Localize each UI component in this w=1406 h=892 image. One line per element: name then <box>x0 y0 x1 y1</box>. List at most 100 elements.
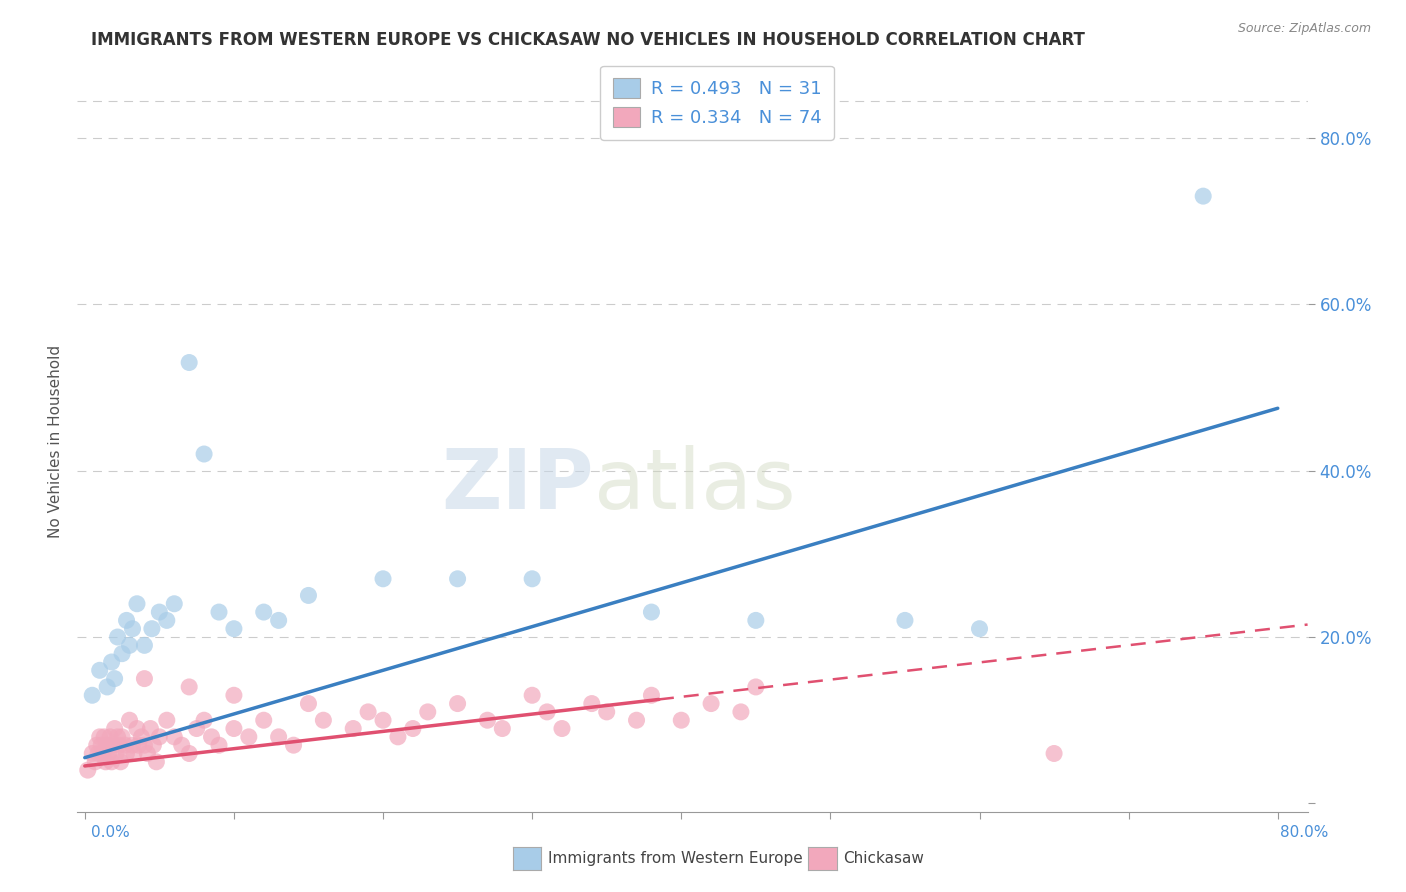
Point <box>387 730 409 744</box>
Point <box>139 722 162 736</box>
Point <box>110 755 132 769</box>
Point <box>134 738 156 752</box>
Text: 80.0%: 80.0% <box>1281 825 1329 840</box>
Legend: R = 0.493   N = 31, R = 0.334   N = 74: R = 0.493 N = 31, R = 0.334 N = 74 <box>600 66 834 140</box>
Point <box>193 713 215 727</box>
Point <box>491 722 513 736</box>
Text: Source: ZipAtlas.com: Source: ZipAtlas.com <box>1237 22 1371 36</box>
Point <box>536 705 558 719</box>
Point <box>283 738 305 752</box>
Point <box>520 688 543 702</box>
Point <box>179 747 201 761</box>
Point <box>118 713 141 727</box>
Text: Immigrants from Western Europe: Immigrants from Western Europe <box>548 852 803 866</box>
Point <box>312 713 335 727</box>
Text: 0.0%: 0.0% <box>91 825 131 840</box>
Point <box>193 447 215 461</box>
Point <box>267 614 290 628</box>
Point <box>89 663 111 677</box>
Point <box>730 705 752 719</box>
Point <box>156 614 179 628</box>
Point <box>745 614 768 628</box>
Point <box>446 572 468 586</box>
Point <box>86 738 108 752</box>
Point <box>115 614 138 628</box>
Point <box>107 730 129 744</box>
Point <box>581 697 603 711</box>
Point <box>134 672 156 686</box>
Point <box>222 688 245 702</box>
Point <box>125 722 148 736</box>
Point <box>125 597 148 611</box>
Point <box>100 655 122 669</box>
Point <box>87 747 110 761</box>
Point <box>148 605 170 619</box>
Point <box>89 730 111 744</box>
Point <box>93 730 115 744</box>
Point <box>96 680 118 694</box>
Point <box>96 738 118 752</box>
Point <box>200 730 222 744</box>
Point <box>342 722 364 736</box>
Point <box>131 730 153 744</box>
Point <box>115 747 138 761</box>
Point <box>253 713 276 727</box>
Point <box>267 730 290 744</box>
Point <box>84 755 107 769</box>
Point <box>745 680 768 694</box>
Point <box>371 572 394 586</box>
Point <box>208 605 231 619</box>
Point <box>136 747 159 761</box>
Point <box>222 622 245 636</box>
Point <box>163 597 186 611</box>
Point <box>104 722 127 736</box>
Point <box>671 713 693 727</box>
Point <box>1043 747 1066 761</box>
Point <box>520 572 543 586</box>
Point <box>551 722 574 736</box>
Point <box>101 738 124 752</box>
Point <box>156 713 179 727</box>
Point <box>1192 189 1215 203</box>
Point <box>477 713 499 727</box>
Point <box>700 697 723 711</box>
Point <box>97 747 120 761</box>
Point <box>121 738 143 752</box>
Point <box>98 730 121 744</box>
Point <box>111 730 134 744</box>
Point <box>163 730 186 744</box>
Point <box>297 589 319 603</box>
Point <box>105 747 128 761</box>
Point <box>121 622 143 636</box>
Point <box>446 697 468 711</box>
Point <box>127 738 149 752</box>
Point <box>104 672 127 686</box>
Point <box>640 605 662 619</box>
Point <box>626 713 648 727</box>
Point <box>186 722 208 736</box>
Point <box>76 763 98 777</box>
Point <box>253 605 276 619</box>
Point <box>114 738 136 752</box>
Point <box>82 747 104 761</box>
Point <box>91 747 114 761</box>
Point <box>179 355 201 369</box>
Point <box>179 680 201 694</box>
Point <box>297 697 319 711</box>
Point <box>118 638 141 652</box>
Point <box>82 688 104 702</box>
Point <box>94 755 117 769</box>
Point <box>357 705 380 719</box>
Point <box>371 713 394 727</box>
Point <box>142 738 165 752</box>
Point <box>969 622 991 636</box>
Point <box>122 747 145 761</box>
Point <box>596 705 619 719</box>
Point <box>170 738 193 752</box>
Point <box>100 755 122 769</box>
Point <box>134 638 156 652</box>
Y-axis label: No Vehicles in Household: No Vehicles in Household <box>48 345 63 538</box>
Text: atlas: atlas <box>595 445 796 526</box>
Point <box>111 647 134 661</box>
Point <box>107 630 129 644</box>
